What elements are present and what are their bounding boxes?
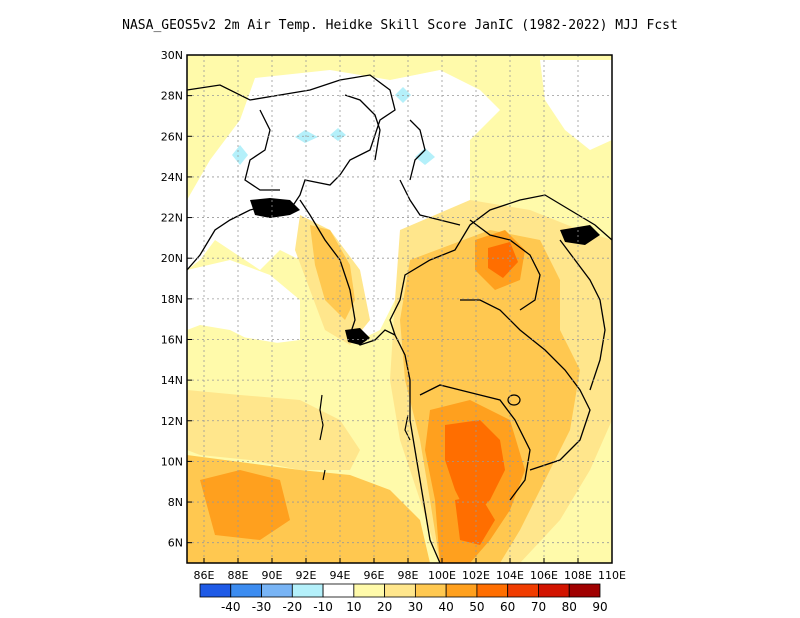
y-tick-label: 24N	[161, 171, 183, 184]
colorbar-label: 90	[592, 600, 607, 614]
field-neg-spot-5	[395, 87, 411, 103]
y-tick-label: 28N	[161, 90, 183, 103]
x-tick-label: 100E	[428, 569, 456, 582]
field-40-coast	[310, 225, 355, 320]
field-neg-spot-1	[295, 130, 318, 143]
y-tick-label: 20N	[161, 252, 183, 265]
colorbar-swatch	[568, 583, 601, 598]
field-neg-spot-3	[415, 148, 435, 165]
y-tick-label: 26N	[161, 130, 183, 143]
x-tick-label: 88E	[228, 569, 249, 582]
colorbar: -40 -30 -20 -10 10 20 30 40 50 60 70 80 90	[199, 583, 608, 614]
coastlines	[187, 74, 612, 563]
x-axis: 86E 88E 90E 92E 94E 96E 98E 100E 102E 104E 106E 108…	[194, 558, 626, 582]
colorbar-swatch	[476, 583, 509, 598]
y-tick-label: 8N	[168, 496, 183, 509]
colorbar-swatch	[199, 583, 232, 598]
colorbar-label: 10	[346, 600, 361, 614]
field-60-laos	[488, 242, 518, 278]
colorbar-swatch	[291, 583, 324, 598]
x-tick-label: 104E	[496, 569, 524, 582]
colorbar-swatch	[445, 583, 478, 598]
x-tick-label: 90E	[262, 569, 283, 582]
field-30-band	[187, 390, 360, 470]
y-tick-label: 30N	[161, 49, 183, 62]
colorbar-swatch	[353, 583, 386, 598]
x-tick-label: 108E	[564, 569, 592, 582]
x-tick-label: 96E	[364, 569, 385, 582]
colorbar-swatch	[538, 583, 570, 598]
colorbar-label: 50	[469, 600, 484, 614]
field-20-bay	[187, 330, 330, 400]
field-60-cambodia	[445, 420, 505, 520]
colorbar-label: 20	[377, 600, 392, 614]
x-tick-label: 94E	[330, 569, 351, 582]
field-neg-spot-4	[232, 145, 248, 165]
colorbar-swatch	[230, 583, 262, 598]
map-grid	[187, 55, 612, 563]
y-tick-label: 14N	[161, 374, 183, 387]
x-tick-label: 98E	[398, 569, 419, 582]
field-white-east	[540, 60, 612, 150]
colorbar-label: 40	[439, 600, 454, 614]
colorbar-swatch	[507, 583, 539, 598]
colorbar-label: 80	[562, 600, 577, 614]
y-tick-label: 16N	[161, 333, 183, 346]
field-60-south	[455, 495, 495, 545]
y-tick-label: 12N	[161, 415, 183, 428]
colorbar-label: -40	[221, 600, 241, 614]
y-axis: 6N 8N 10N 12N 14N 16N 18N 20N 22N 24N 26N 28N 30N	[161, 49, 192, 550]
x-tick-label: 92E	[296, 569, 317, 582]
colorbar-label: -30	[252, 600, 272, 614]
map-title: NASA_GEOS5v2 2m Air Temp. Heidke Skill S…	[122, 18, 678, 33]
x-tick-label: 102E	[462, 569, 490, 582]
colorbar-label: 70	[531, 600, 546, 614]
x-tick-label: 86E	[194, 569, 215, 582]
colorbar-swatch	[384, 583, 416, 598]
colorbar-swatch	[322, 583, 355, 598]
colorbar-label: 30	[408, 600, 423, 614]
colorbar-label: -20	[283, 600, 303, 614]
y-tick-label: 18N	[161, 293, 183, 306]
delta-coast	[250, 198, 600, 345]
field-50-south	[200, 470, 290, 540]
field-neg-spot-2	[330, 128, 346, 141]
colorbar-label: 60	[500, 600, 515, 614]
y-tick-label: 10N	[161, 455, 183, 468]
x-tick-label: 106E	[530, 569, 558, 582]
y-tick-label: 6N	[168, 537, 183, 550]
x-tick-label: 110E	[598, 569, 626, 582]
plot-frame	[186, 54, 613, 564]
colorbar-swatch	[261, 583, 293, 598]
colorbar-label: -10	[313, 600, 333, 614]
y-tick-label: 22N	[161, 212, 183, 225]
colorbar-swatch	[414, 583, 447, 598]
skill-field	[187, 60, 612, 563]
